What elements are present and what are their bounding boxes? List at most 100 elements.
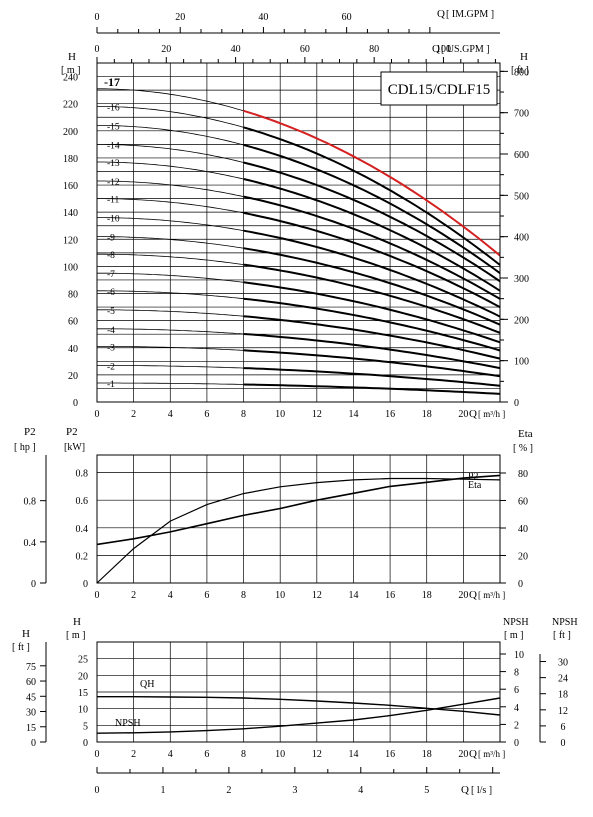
npsh-h-m-tick-label: 0 (83, 738, 88, 749)
p2-hp-tick-label: 0.8 (24, 497, 37, 508)
head-tick-label: 160 (63, 181, 78, 192)
stage-label: -7 (107, 270, 115, 280)
x-tick-label: 4 (168, 409, 173, 420)
npsh-curve (96, 697, 501, 734)
usgpm-tick-label: 80 (369, 44, 379, 55)
head-curve-thick (243, 109, 501, 257)
head-curve-thin (97, 272, 244, 283)
imgpm-axis: 0 20 40 60 Q [ IM.GPM ] (95, 8, 500, 34)
npsh-h-ft-unit: [ ft ] (12, 642, 30, 653)
npsh-h-m-tick-label: 10 (78, 705, 88, 716)
m3h-q-label: Q (469, 589, 477, 601)
head-curve-thick (243, 297, 501, 352)
head-curve-thick (243, 333, 501, 370)
m3h-unit-label: [ m³/h ] (478, 590, 505, 600)
head-curve-thin (97, 106, 244, 128)
imgpm-tick-label: 40 (258, 12, 268, 23)
head-ft-label: H (520, 51, 528, 63)
stage-label: -5 (107, 307, 115, 317)
head-tick-label: 140 (63, 208, 78, 219)
ls-tick-label: 4 (358, 785, 363, 796)
head-curve-thin (97, 345, 244, 351)
npsh-h-m-tick-label: 20 (78, 671, 88, 682)
stage-label: -6 (107, 288, 115, 298)
npsh-m-tick-label: 0 (514, 738, 519, 749)
ls-q-label: Q (461, 784, 469, 796)
p2-curve-label: P2 (468, 471, 479, 482)
head-curve-thin (97, 253, 244, 265)
usgpm-q-label: Q (432, 43, 440, 55)
x-tick-label: 12 (312, 590, 322, 601)
usgpm-tick-label: 20 (161, 44, 171, 55)
p2-kw-tick-label: 0.2 (76, 551, 89, 562)
npsh-m-tick-label: 6 (514, 685, 519, 696)
stage-label: -2 (107, 362, 115, 372)
x-tick-label: 2 (131, 590, 136, 601)
head-curve-thin (97, 328, 244, 335)
p2-kw-tick-label: 0.8 (76, 469, 89, 480)
usgpm-tick-label: 100 (436, 44, 451, 55)
head-curve-thick (243, 367, 501, 387)
p2-kw-tick-label: 0 (83, 579, 88, 590)
head-tick-label: 0 (73, 398, 78, 409)
npsh-h-m-unit: [ m ] (66, 630, 85, 641)
head-curve-thin (97, 236, 244, 249)
m3h-unit-label: [ m³/h ] (478, 749, 505, 759)
head-curve-thick (243, 263, 501, 334)
npsh-ft-tick-label: 24 (558, 674, 568, 685)
npsh-h-m-tick-label: 25 (78, 655, 88, 666)
x-tick-label: 16 (385, 590, 395, 601)
p2-kw-tick-label: 0.6 (76, 496, 89, 507)
npsh-h-ft-tick-label: 60 (26, 677, 36, 688)
stage-label: -1 (107, 380, 115, 390)
head-ft-tick-label: 0 (514, 398, 519, 409)
stage-label: -8 (107, 251, 115, 261)
x-tick-label: 4 (168, 590, 173, 601)
stage-label: -16 (107, 103, 120, 113)
eta-label: Eta (518, 428, 533, 440)
imgpm-unit: [ IM.GPM ] (446, 9, 494, 20)
head-curve-thick (243, 211, 501, 308)
p2-hp-unit: [ hp ] (14, 442, 36, 453)
head-curve-thin (97, 382, 244, 385)
head-curve-thick (243, 383, 501, 395)
head-curve-thin (97, 198, 244, 214)
usgpm-axis: 0 20 40 60 80 100 Q [ US.GPM ] (95, 43, 500, 64)
head-tick-label: 80 (68, 290, 78, 301)
head-curve-thin (97, 125, 244, 146)
npsh-h-ft-label: H (22, 628, 30, 640)
head-tick-label: 200 (63, 127, 78, 138)
x-tick-label: 2 (131, 749, 136, 760)
x-tick-label: 10 (275, 590, 285, 601)
x-tick-label: 14 (348, 590, 358, 601)
head-curve-thin (97, 309, 244, 317)
p2-kw-label: P2 (66, 426, 78, 438)
usgpm-tick-label: 60 (300, 44, 310, 55)
head-curve-thick (243, 315, 501, 360)
npsh-ft-tick-label: 0 (561, 738, 566, 749)
x-tick-label: 12 (312, 749, 322, 760)
ls-tick-label: 2 (226, 785, 231, 796)
stage-label: -13 (107, 159, 120, 169)
eta-curve (96, 477, 501, 584)
model-title: CDL15/CDLF15 (388, 82, 491, 98)
x-tick-label: 18 (422, 590, 432, 601)
x-tick-label: 10 (275, 749, 285, 760)
p2-hp-label: P2 (24, 426, 36, 438)
head-curve-thick (243, 178, 501, 292)
npsh-h-ft-tick-label: 30 (26, 708, 36, 719)
x-tick-label: 0 (95, 409, 100, 420)
qh-curve (97, 696, 501, 716)
npsh-ft-unit: [ ft ] (553, 630, 571, 641)
head-tick-label: 60 (68, 317, 78, 328)
m3h-q-label: Q (469, 408, 477, 420)
x-tick-label: 0 (95, 590, 100, 601)
x-tick-label: 8 (241, 749, 246, 760)
eta-unit: [ % ] (513, 443, 533, 454)
npsh-m-tick-label: 4 (514, 703, 519, 714)
head-ft-tick-label: 200 (514, 315, 529, 326)
npsh-m-unit: [ m ] (504, 630, 523, 641)
m3h-q-label: Q (469, 748, 477, 760)
npsh-h-ft-tick-label: 0 (31, 738, 36, 749)
